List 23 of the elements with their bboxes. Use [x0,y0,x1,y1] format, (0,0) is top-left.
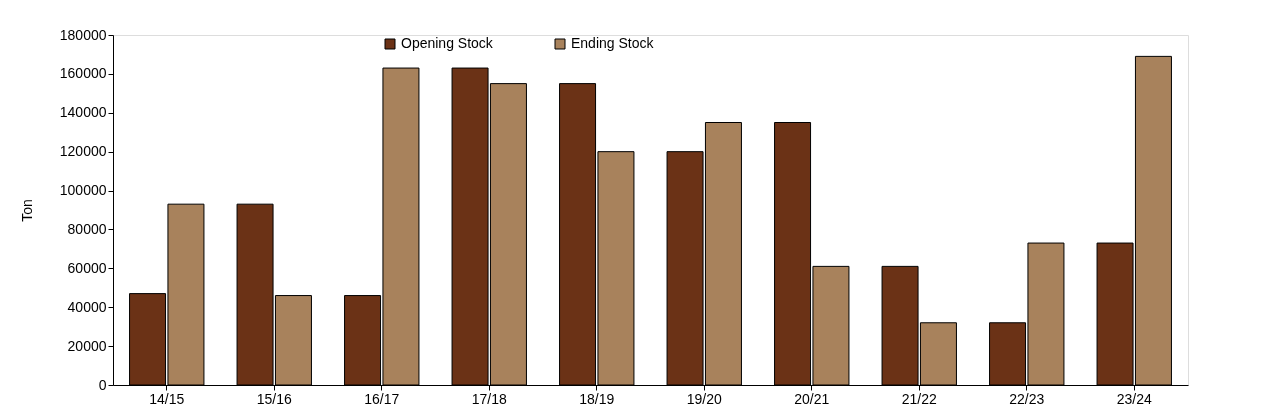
y-axis-title: Ton [18,199,35,222]
y-tick-label: 100000 [59,182,107,199]
y-tick-label: 40000 [67,298,107,315]
x-tick-label: 19/20 [686,390,722,407]
x-tick-label: 18/19 [579,390,615,407]
x-tick-label: 23/24 [1116,390,1152,407]
x-tick-label: 17/18 [471,390,507,407]
legend-label: Opening Stock [401,35,494,51]
y-tick-label: 60000 [67,259,107,276]
x-tick-label: 21/22 [901,390,937,407]
y-tick-label: 180000 [59,26,107,43]
y-tick-label: 80000 [67,220,107,237]
y-tick-label: 140000 [59,104,107,121]
x-tick-label: 22/23 [1009,390,1045,407]
y-tick-label: 160000 [59,65,107,82]
x-tick-label: 14/15 [149,390,185,407]
y-tick-label: 120000 [59,143,107,160]
x-tick-label: 16/17 [364,390,400,407]
y-tick-label: 20000 [67,337,107,354]
x-tick-label: 15/16 [256,390,292,407]
legend-label: Ending Stock [571,35,655,51]
x-tick-label: 20/21 [794,390,830,407]
y-tick-label: 0 [98,376,107,393]
